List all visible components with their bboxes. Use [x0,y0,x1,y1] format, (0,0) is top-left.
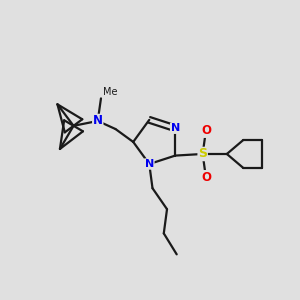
Text: Me: Me [103,87,117,97]
Text: N: N [145,159,154,169]
Text: O: O [201,124,211,137]
Text: N: N [171,123,180,133]
Text: O: O [201,171,211,184]
Text: N: N [93,115,103,128]
Text: S: S [198,148,207,160]
